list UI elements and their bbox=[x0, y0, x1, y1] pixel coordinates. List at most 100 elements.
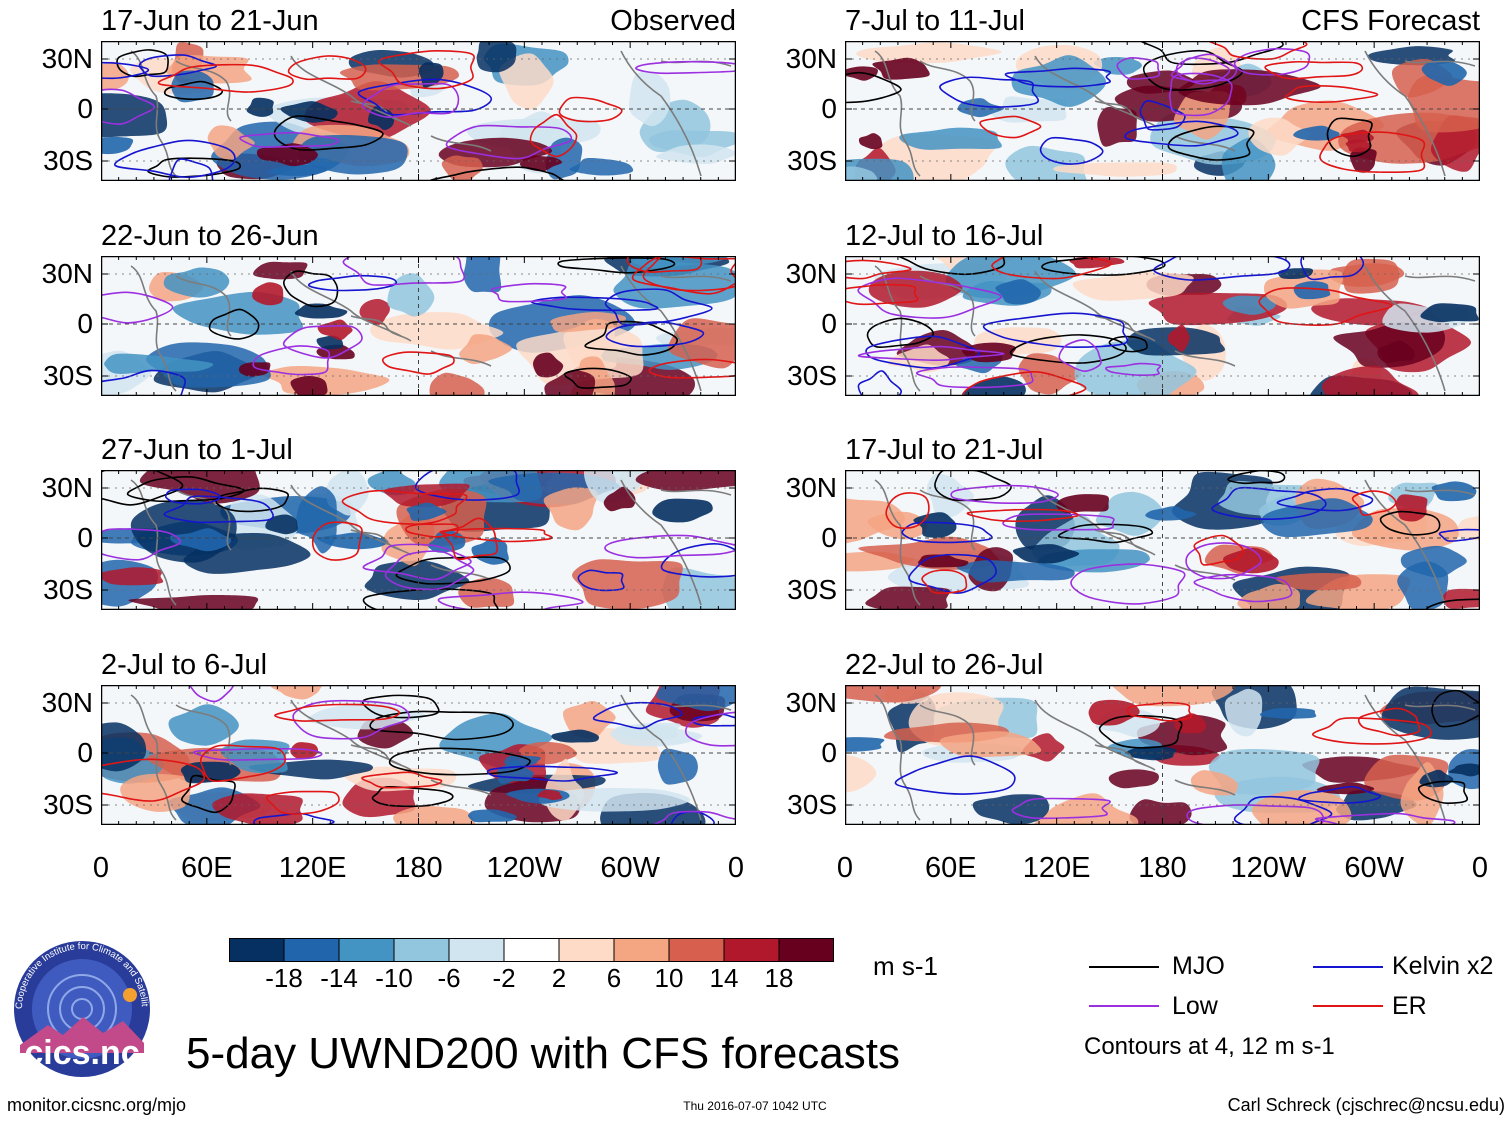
anomaly-core bbox=[290, 376, 328, 396]
contour-line bbox=[857, 370, 902, 396]
lat-label-1-1: 0 bbox=[77, 308, 93, 339]
colorbar-swatch-3 bbox=[393, 938, 450, 962]
legend-line-low bbox=[1089, 1005, 1159, 1007]
footer-author: Carl Schreck (cjschrec@ncsu.edu) bbox=[1227, 1095, 1505, 1115]
anomaly-core bbox=[265, 514, 298, 535]
contour-line bbox=[486, 765, 619, 782]
contour-line bbox=[361, 82, 460, 119]
map-panel-3 bbox=[101, 685, 736, 825]
lat-label-7-0: 30N bbox=[785, 687, 837, 718]
contour-line bbox=[490, 282, 567, 303]
anomaly-core bbox=[294, 303, 348, 319]
coastline bbox=[1364, 479, 1446, 606]
anomaly-shade bbox=[544, 370, 596, 396]
contour-line bbox=[885, 492, 930, 529]
anomaly-core bbox=[1012, 544, 1080, 564]
lat-label-2-1: 0 bbox=[77, 522, 93, 553]
colorbar-label-2: -10 bbox=[375, 963, 413, 993]
coastline bbox=[1364, 694, 1446, 821]
lat-label-2-2: 30S bbox=[43, 574, 93, 605]
anomaly-core bbox=[1395, 494, 1428, 522]
anomaly-shade bbox=[168, 704, 239, 746]
anomaly-shade bbox=[1222, 295, 1276, 315]
colorbar-swatch-8 bbox=[668, 938, 725, 962]
contour-line bbox=[282, 324, 363, 359]
coastline bbox=[130, 479, 177, 606]
contour-line bbox=[1357, 707, 1421, 737]
contour-line bbox=[1153, 256, 1291, 281]
anomaly-core bbox=[246, 97, 274, 117]
column-label-0: Observed bbox=[610, 5, 736, 37]
coastline bbox=[1094, 100, 1156, 127]
contour-line bbox=[660, 543, 736, 578]
lon-label-1-5: 60W bbox=[1344, 852, 1404, 884]
panel-title-2: 27-Jun to 1-Jul bbox=[101, 434, 293, 466]
coastline bbox=[1174, 135, 1236, 152]
contour-line bbox=[1168, 72, 1233, 117]
coastline bbox=[290, 55, 402, 122]
contour-line bbox=[188, 685, 235, 703]
contour-line bbox=[1379, 510, 1441, 536]
anomaly-shade bbox=[1322, 366, 1419, 396]
column-label-1: CFS Forecast bbox=[1301, 5, 1480, 37]
coastline bbox=[1364, 50, 1446, 177]
lon-label-0-3: 180 bbox=[394, 852, 443, 884]
coastline bbox=[620, 265, 702, 392]
contour-line bbox=[894, 755, 1016, 795]
anomaly-shade bbox=[104, 353, 214, 374]
coastline bbox=[919, 704, 976, 766]
coastline bbox=[1404, 489, 1476, 496]
anomaly-core bbox=[1223, 547, 1279, 574]
contour-line bbox=[635, 60, 736, 75]
anomaly-shade bbox=[1190, 770, 1238, 796]
anomaly-core bbox=[962, 376, 1026, 396]
contour-line bbox=[101, 369, 186, 396]
anomaly-core bbox=[252, 282, 284, 306]
contour-line bbox=[845, 283, 919, 306]
anomaly-shade bbox=[1351, 507, 1459, 551]
anomaly-core bbox=[169, 528, 232, 552]
contour-line bbox=[857, 345, 1005, 362]
anomaly-shade bbox=[939, 731, 1042, 758]
lat-label-5-0: 30N bbox=[785, 258, 837, 289]
anomaly-shade bbox=[656, 144, 736, 164]
contour-line bbox=[1312, 717, 1432, 745]
anomaly-shade bbox=[101, 61, 129, 91]
contour-line bbox=[939, 76, 1040, 108]
panel-title-6: 17-Jul to 21-Jul bbox=[845, 434, 1044, 466]
colorbar-swatch-2 bbox=[338, 938, 395, 962]
anomaly-shade bbox=[856, 42, 1002, 64]
anomaly-shade bbox=[956, 560, 1075, 583]
contour-line bbox=[921, 569, 968, 594]
anomaly-shade bbox=[429, 372, 485, 396]
coastline bbox=[290, 484, 402, 551]
contour-line bbox=[283, 270, 339, 308]
contour-line bbox=[908, 553, 997, 594]
contour-line bbox=[901, 521, 993, 544]
contour-line bbox=[577, 569, 625, 592]
contour-line bbox=[311, 521, 363, 561]
contour-line bbox=[369, 710, 514, 741]
anomaly-core bbox=[467, 809, 517, 823]
logo-text: cics.nc bbox=[24, 1034, 140, 1072]
map-panel-2 bbox=[101, 470, 736, 610]
anomaly-core bbox=[1420, 303, 1479, 323]
anomaly-core bbox=[995, 279, 1041, 305]
anomaly-core bbox=[238, 362, 271, 377]
colorbar-frame bbox=[229, 938, 834, 962]
coastline bbox=[430, 564, 492, 581]
contour-line bbox=[1438, 528, 1480, 542]
lon-label-0-6: 0 bbox=[727, 852, 745, 884]
contour-line bbox=[101, 528, 182, 561]
lon-label-0-2: 120E bbox=[278, 852, 347, 884]
anomaly-core bbox=[1174, 713, 1207, 734]
anomaly-shade bbox=[499, 53, 554, 110]
anomaly-shade bbox=[393, 805, 476, 825]
anomaly-shade bbox=[1022, 733, 1065, 762]
anomaly-shade bbox=[569, 157, 634, 176]
contour-line bbox=[252, 345, 331, 376]
coastline bbox=[175, 275, 232, 337]
lat-label-5-2: 30S bbox=[787, 360, 837, 391]
contour-line bbox=[950, 484, 1059, 505]
contour-line bbox=[604, 288, 713, 326]
